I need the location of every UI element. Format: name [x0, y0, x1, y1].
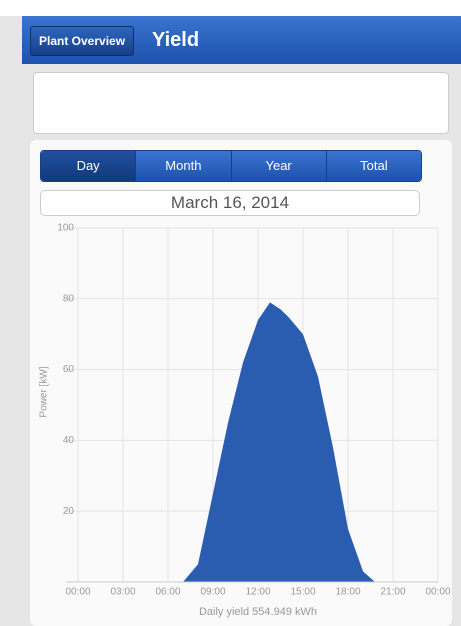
tab[interactable]: Day — [41, 151, 137, 181]
date-picker[interactable]: March 16, 2014 — [40, 190, 420, 216]
y-tick-label: 100 — [57, 223, 74, 234]
y-tick-label: 80 — [63, 293, 75, 304]
x-tick-label: 00:00 — [65, 587, 90, 598]
y-tick-label: 60 — [63, 364, 75, 375]
tab[interactable]: Total — [326, 151, 421, 181]
page-title: Yield — [152, 29, 200, 51]
tab[interactable]: Month — [136, 151, 232, 181]
x-tick-label: 03:00 — [110, 587, 135, 598]
back-button[interactable]: Plant Overview — [30, 26, 135, 56]
x-tick-label: 18:00 — [335, 587, 360, 598]
period-tabs: Day Month Year Total — [40, 150, 422, 182]
x-tick-label: 06:00 — [155, 587, 180, 598]
x-tick-label: 00:00 — [425, 587, 450, 598]
footer-label: Daily yield 554.949 kWh — [199, 606, 317, 618]
y-axis-label: Power [kW] — [39, 366, 50, 417]
x-tick-label: 12:00 — [245, 587, 270, 598]
header-bar: Plant Overview Yield — [22, 16, 461, 64]
info-box — [33, 72, 449, 134]
area — [183, 302, 375, 582]
y-tick-label: 20 — [63, 506, 75, 517]
status-strip — [0, 0, 461, 16]
tab[interactable]: Year — [231, 151, 327, 181]
x-tick-label: 09:00 — [200, 587, 225, 598]
x-tick-label: 15:00 — [290, 587, 315, 598]
y-tick-label: 40 — [63, 435, 75, 446]
x-tick-label: 21:00 — [380, 587, 405, 598]
